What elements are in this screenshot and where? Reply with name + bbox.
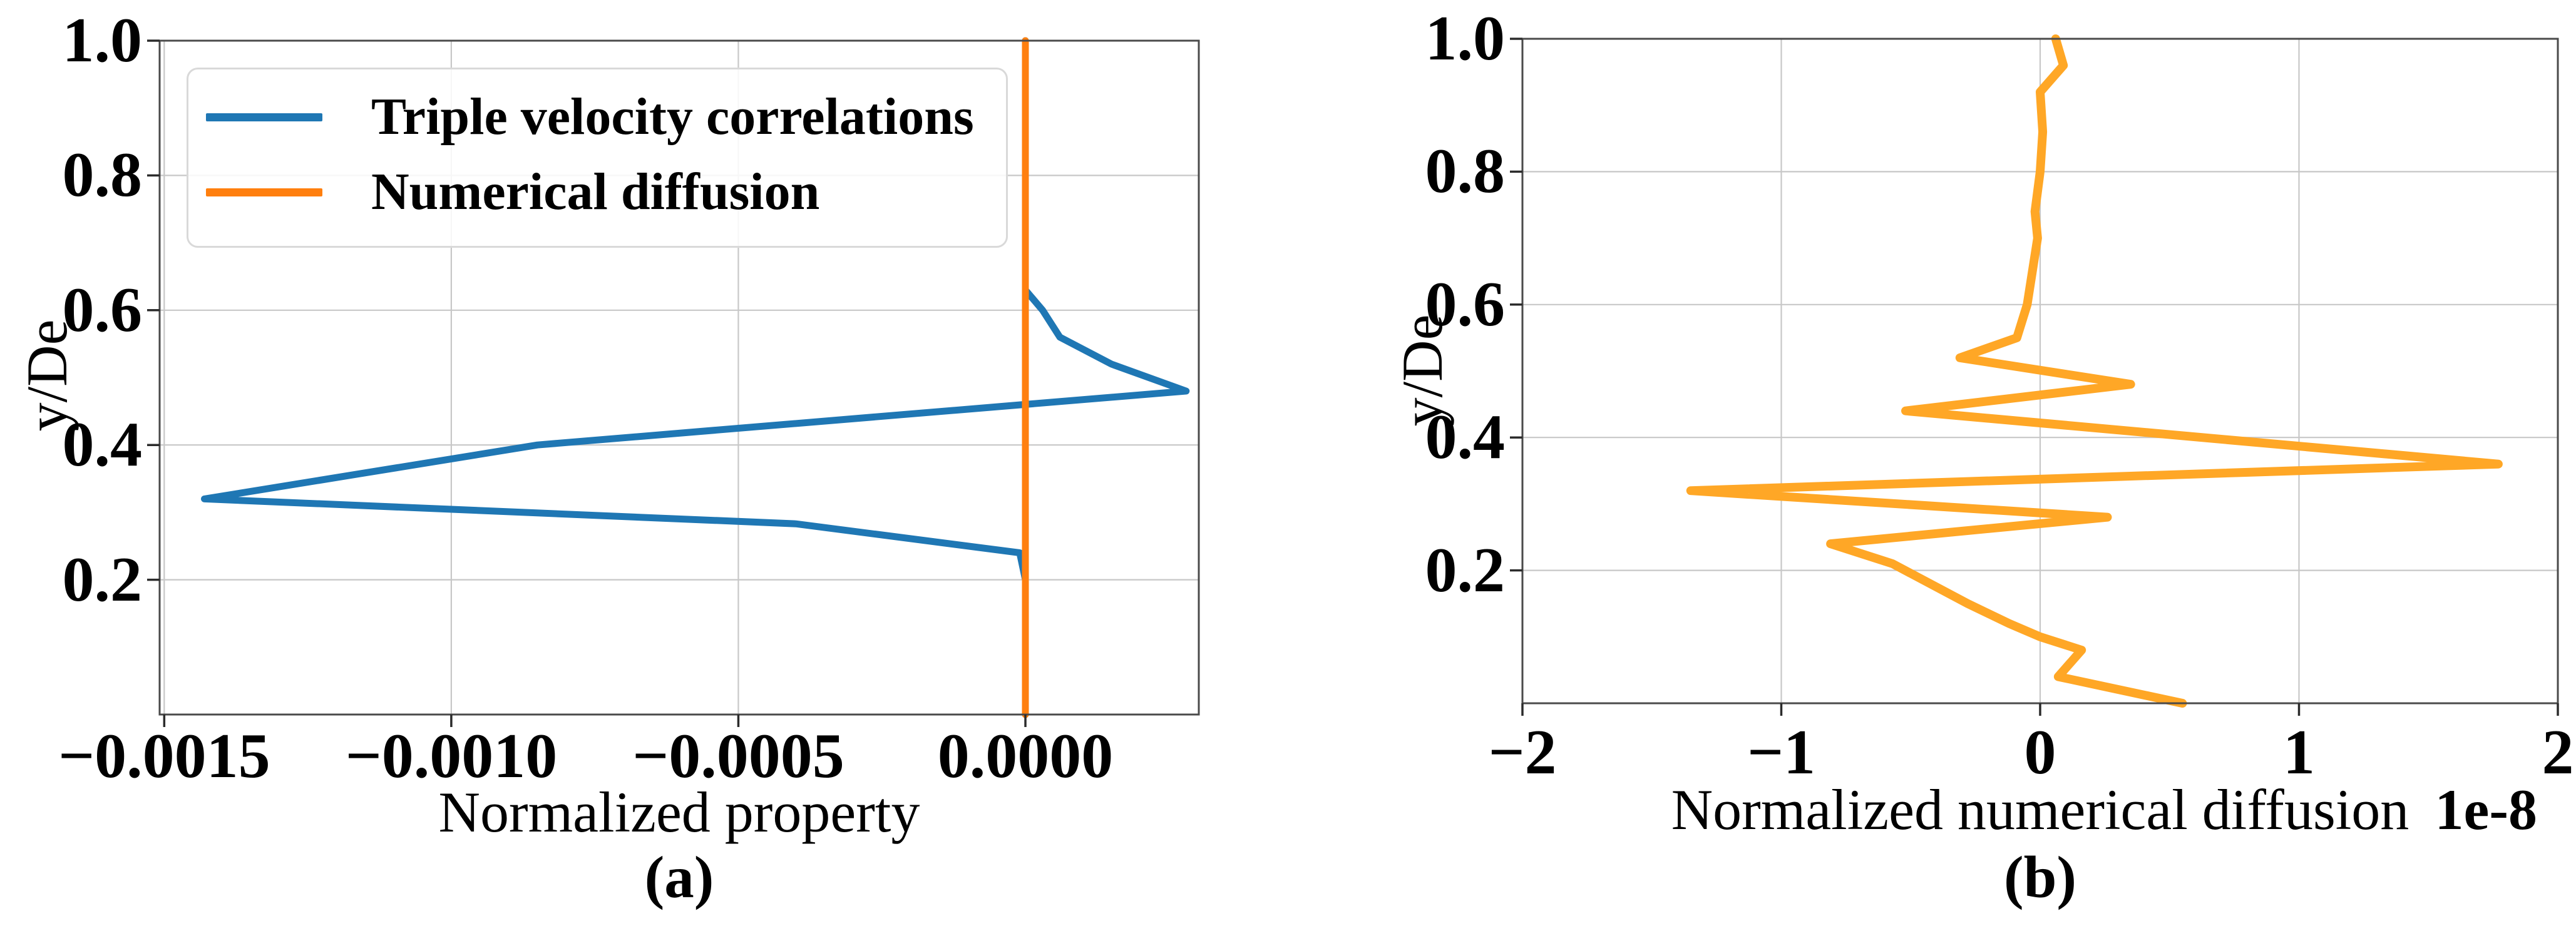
axes-spines (158, 39, 1200, 716)
y-tick-label: 0.8 (1425, 136, 1506, 207)
y-tick-label: 0.2 (62, 544, 143, 615)
legend-item-triple-velocity: Triple velocity correlations (206, 79, 1006, 155)
x-tick-label: −0.0015 (58, 721, 270, 791)
chart-a-caption: (a) (644, 844, 714, 910)
y-tick-label: 0.8 (62, 140, 143, 211)
legend-item-numerical-diffusion: Numerical diffusion (206, 155, 1006, 230)
y-tick-label: 0.2 (1425, 534, 1506, 606)
chart-a: y/De Normalized property (a) Triple velo… (15, 5, 1200, 910)
chart-b-caption: (b) (2003, 844, 2077, 910)
chart-b: y/De Normalized numerical diffusion (b) … (1290, 0, 2576, 926)
chart-b-plot (1510, 34, 2559, 716)
chart-a-plot (147, 37, 1200, 727)
chart-a-legend: Triple velocity correlations Numerical d… (187, 68, 1008, 248)
y-tick-label: 0.6 (62, 274, 143, 345)
x-tick-label: 0.0000 (937, 721, 1114, 791)
y-tick-label: 0.6 (1425, 268, 1506, 340)
legend-line-sample-blue (206, 113, 322, 121)
chart-b-x-axis-label: Normalized numerical diffusion (1671, 778, 2409, 842)
x-tick-label: −0.0005 (632, 721, 844, 791)
chart-a-x-axis-label: Normalized property (438, 780, 920, 844)
x-tick-label: −2 (1488, 717, 1557, 788)
y-tick-label: 0.4 (62, 409, 143, 481)
series-line-numerical-diffusion (1686, 34, 2503, 708)
legend-label: Triple velocity correlations (371, 88, 974, 146)
legend-label: Numerical diffusion (371, 163, 820, 221)
x-tick-label: 1 (2283, 717, 2315, 788)
series-line-triple-velocity-correlations (201, 37, 1190, 718)
x-tick-label: −1 (1747, 717, 1816, 788)
x-tick-label: 2 (2542, 717, 2574, 788)
chart-b-axis-offset-text: 1e-8 (2435, 778, 2537, 842)
y-tick-label: 1.0 (1425, 3, 1506, 74)
y-tick-label: 1.0 (62, 5, 143, 76)
x-tick-label: 0 (2024, 717, 2056, 788)
y-tick-label: 0.4 (1425, 402, 1506, 473)
legend-line-sample-orange (206, 188, 322, 196)
x-tick-label: −0.0010 (345, 721, 558, 791)
